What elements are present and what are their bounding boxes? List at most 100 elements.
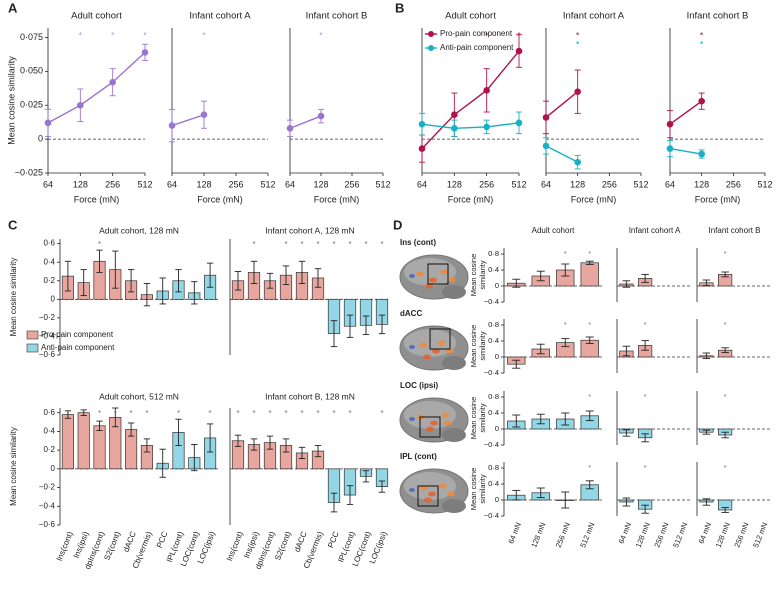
- activation-blob: [419, 342, 427, 348]
- error-bar: [721, 431, 729, 439]
- error-bar: [298, 446, 306, 459]
- activation-blob: [425, 283, 433, 289]
- chart-title: Infant cohort A: [563, 11, 625, 22]
- y-axis-label-box: Mean cosine similarity: [470, 467, 487, 511]
- chart-title: Adult cohort, 128 mN: [99, 225, 179, 235]
- activation-blob: [439, 483, 447, 489]
- y-tick-label: 0: [51, 464, 56, 473]
- activation-blob: [409, 488, 415, 492]
- error-bar: [234, 434, 242, 447]
- x-tick-label: 256: [344, 179, 359, 189]
- y-tick-label: −0·025: [15, 167, 43, 177]
- brain-image: [399, 397, 469, 443]
- significance-star: *: [177, 409, 180, 418]
- data-point: [666, 120, 674, 128]
- activation-blob: [432, 348, 440, 354]
- error-bar: [80, 269, 87, 297]
- chart-title: Infant cohort B: [687, 11, 749, 22]
- x-tick-label: 64: [43, 179, 53, 189]
- x-axis-label: Force (mN): [197, 194, 243, 204]
- data-point: [574, 88, 581, 95]
- data-point: [200, 111, 208, 119]
- error-bar: [641, 504, 649, 514]
- error-bar: [641, 433, 649, 443]
- y-tick-label: 0·025: [20, 100, 43, 110]
- significance-star: *: [700, 30, 704, 40]
- chart-title: Infant cohort B: [708, 226, 760, 235]
- error-bar: [378, 480, 386, 493]
- y-axis-label: Mean cosine similarity: [470, 467, 487, 511]
- brain-image: [399, 254, 469, 300]
- y-axis-label: Mean cosine similarity: [470, 324, 487, 368]
- y-tick-label: 0·4: [488, 265, 499, 274]
- error-bar: [702, 429, 711, 435]
- data-point: [451, 124, 458, 132]
- significance-star: *: [724, 249, 727, 258]
- chart-title: Infant cohort A: [629, 226, 681, 235]
- data-point: [109, 78, 116, 86]
- error-bar: [159, 448, 166, 478]
- significance-star: *: [564, 320, 567, 329]
- error-bar: [721, 347, 729, 354]
- error-bar: [112, 407, 119, 428]
- x-axis-label: Force (mN): [571, 194, 617, 204]
- significance-star: *: [98, 409, 101, 418]
- y-tick-label: −0·4: [484, 368, 499, 377]
- activation-blob: [423, 354, 431, 360]
- x-tick-label: 128: [196, 179, 211, 189]
- chart-title: Adult cohort: [532, 226, 575, 235]
- x-tick-label: 64: [541, 179, 551, 189]
- error-bar: [721, 507, 729, 513]
- significance-star: *: [517, 30, 521, 40]
- x-tick-label: 512: [375, 179, 390, 189]
- y-axis-label: Mean cosine similarity: [9, 258, 18, 337]
- error-bar: [622, 280, 631, 288]
- error-bar: [234, 271, 242, 291]
- error-bar: [536, 413, 545, 425]
- x-category-label: 256 mN: [732, 521, 750, 549]
- significance-star: *: [724, 320, 727, 329]
- significance-star: *: [588, 320, 591, 329]
- x-tick-label: 512: [260, 179, 275, 189]
- significance-star: *: [700, 39, 704, 49]
- activation-blob: [438, 340, 446, 346]
- y-axis-label: Mean cosine similarity: [9, 427, 18, 506]
- data-point: [286, 124, 294, 132]
- y-axis-label-box: Mean cosine similarity: [470, 324, 487, 368]
- error-bar: [143, 283, 151, 307]
- roi-box: [429, 328, 451, 350]
- legend-label: Anti-pain component: [440, 43, 514, 52]
- error-bar: [127, 422, 135, 437]
- cerebellum: [442, 499, 466, 513]
- x-axis-label: Force (mN): [314, 194, 360, 204]
- data-line: [545, 91, 579, 118]
- x-category-label: 512 mN: [671, 521, 689, 549]
- roi-box: [417, 485, 439, 507]
- significance-star: *: [644, 392, 647, 401]
- activation-blob: [409, 274, 415, 278]
- row-label: LOC (ipsi): [400, 381, 439, 390]
- significance-star: *: [588, 249, 591, 258]
- x-tick-label: 512: [511, 179, 526, 189]
- y-tick-label: −0·6: [39, 520, 56, 529]
- y-axis-label-box: Mean cosine similarity: [470, 254, 487, 297]
- significance-star: *: [111, 30, 115, 40]
- significance-star: *: [202, 30, 206, 40]
- error-bar: [159, 277, 166, 305]
- y-tick-label: 0·050: [20, 66, 43, 76]
- legend-label: Anti-pain component: [41, 343, 115, 352]
- data-point: [451, 111, 458, 119]
- x-category-label: dACC: [122, 530, 138, 553]
- x-category-label: Ins(cont): [55, 530, 75, 563]
- error-bar: [96, 420, 103, 431]
- y-tick-label: −0·2: [39, 483, 56, 492]
- data-line: [47, 51, 146, 124]
- y-tick-label: 0·6: [43, 239, 55, 248]
- x-tick-label: 256: [602, 179, 617, 189]
- x-axis-label: Force (mN): [74, 194, 120, 204]
- activation-blob: [447, 491, 455, 497]
- data-line: [171, 114, 205, 127]
- data-line: [421, 122, 520, 129]
- y-tick-label: −0·2: [39, 313, 56, 322]
- panel-letter: A: [8, 0, 18, 15]
